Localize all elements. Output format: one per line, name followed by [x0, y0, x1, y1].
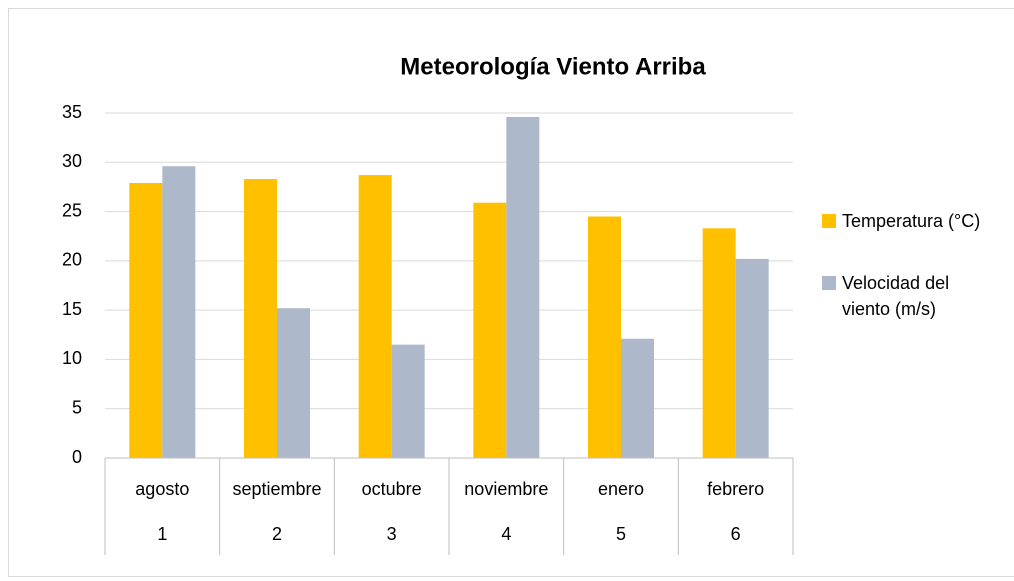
- bar: [244, 179, 277, 459]
- legend-swatch: [822, 214, 836, 228]
- legend-swatch: [822, 276, 836, 290]
- x-group-label: 3: [387, 524, 397, 544]
- x-group-label: 5: [616, 524, 626, 544]
- y-tick-label: 20: [62, 250, 82, 270]
- bar: [129, 182, 163, 458]
- y-tick-label: 5: [72, 397, 82, 417]
- legend-label: Temperatura (°C): [842, 211, 981, 231]
- bar: [391, 344, 425, 458]
- bar: [702, 228, 736, 458]
- chart-border: [8, 8, 1014, 577]
- y-tick-label: 15: [62, 299, 82, 319]
- x-tick-label: septiembre: [232, 479, 321, 499]
- x-tick-label: febrero: [707, 479, 764, 499]
- x-group-label: 2: [272, 524, 282, 544]
- x-tick-label: enero: [598, 479, 644, 499]
- x-tick-label: octubre: [362, 479, 422, 499]
- bar: [473, 202, 507, 458]
- bar: [506, 116, 540, 458]
- legend-item: Temperatura (°C): [822, 208, 1002, 234]
- bar: [162, 166, 196, 458]
- x-tick-label: noviembre: [464, 479, 548, 499]
- bar: [735, 258, 769, 458]
- x-group-label: 4: [501, 524, 511, 544]
- x-tick-label: agosto: [135, 479, 189, 499]
- chart-title: Meteorología Viento Arriba: [400, 53, 706, 80]
- x-group-label: 6: [731, 524, 741, 544]
- bar: [277, 308, 310, 458]
- bar: [588, 216, 621, 458]
- x-group-label: 1: [157, 524, 167, 544]
- legend-label: Velocidad del viento (m/s): [842, 273, 950, 319]
- y-tick-label: 35: [62, 102, 82, 122]
- y-tick-label: 0: [72, 447, 82, 467]
- bar: [358, 175, 392, 458]
- y-tick-label: 10: [62, 348, 82, 368]
- bar: [621, 338, 654, 458]
- y-tick-label: 25: [62, 200, 82, 220]
- y-tick-label: 30: [62, 151, 82, 171]
- legend-item: Velocidad del viento (m/s): [822, 270, 1002, 322]
